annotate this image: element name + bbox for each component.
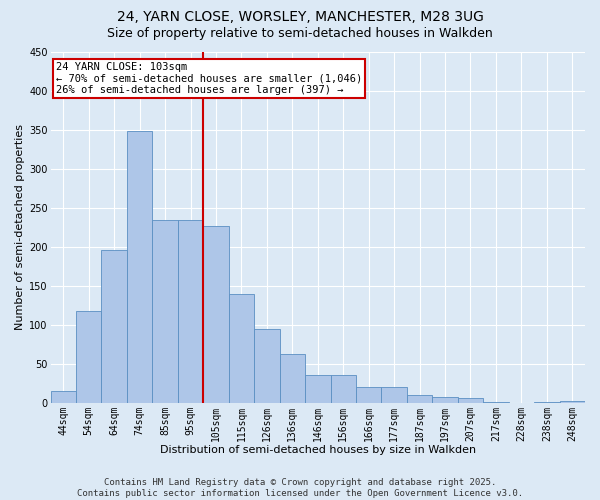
Bar [331,376,356,403]
Bar [458,398,483,403]
X-axis label: Distribution of semi-detached houses by size in Walkden: Distribution of semi-detached houses by … [160,445,476,455]
Bar [560,401,585,403]
Bar [382,387,407,403]
Bar [203,226,229,403]
Text: 24, YARN CLOSE, WORSLEY, MANCHESTER, M28 3UG: 24, YARN CLOSE, WORSLEY, MANCHESTER, M28… [116,10,484,24]
Y-axis label: Number of semi-detached properties: Number of semi-detached properties [15,124,25,330]
Bar [76,310,101,403]
Bar [356,387,382,403]
Bar [407,395,433,403]
Bar [534,402,560,403]
Bar [483,402,509,403]
Bar [178,220,203,403]
Text: Contains HM Land Registry data © Crown copyright and database right 2025.
Contai: Contains HM Land Registry data © Crown c… [77,478,523,498]
Bar [152,220,178,403]
Bar [50,391,76,403]
Bar [127,131,152,403]
Text: Size of property relative to semi-detached houses in Walkden: Size of property relative to semi-detach… [107,28,493,40]
Bar [280,354,305,403]
Bar [305,376,331,403]
Bar [229,294,254,403]
Bar [433,398,458,403]
Text: 24 YARN CLOSE: 103sqm
← 70% of semi-detached houses are smaller (1,046)
26% of s: 24 YARN CLOSE: 103sqm ← 70% of semi-deta… [56,62,362,95]
Bar [101,250,127,403]
Bar [254,328,280,403]
